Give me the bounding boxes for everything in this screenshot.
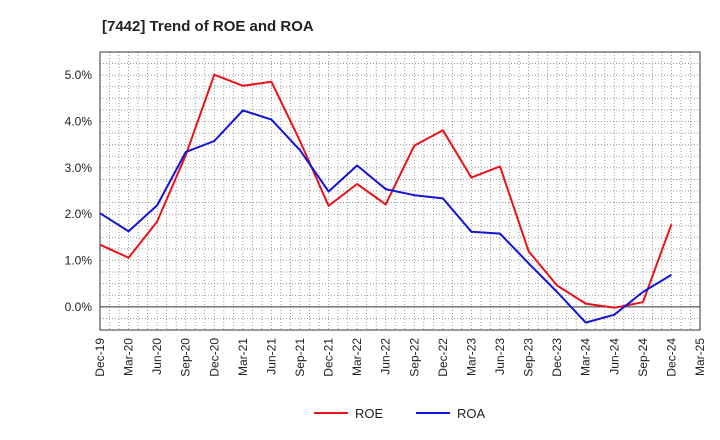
y-tick-label: 0.0%	[65, 300, 93, 314]
x-tick-label: Jun-21	[264, 338, 278, 375]
x-tick-label: Sep-24	[636, 338, 650, 377]
legend: ROE ROA	[314, 406, 486, 421]
x-tick-label: Mar-23	[464, 338, 478, 376]
x-tick-label: Mar-21	[236, 338, 250, 376]
series-line-roe	[99, 73, 673, 309]
series-line-roa	[99, 109, 672, 324]
x-tick-label: Dec-22	[436, 338, 450, 377]
plot-frame	[99, 51, 701, 331]
y-tick-label: 2.0%	[65, 207, 93, 221]
x-tick-label: Mar-22	[350, 338, 364, 376]
y-tick-label: 3.0%	[65, 161, 93, 175]
x-tick-label: Jun-22	[379, 338, 393, 375]
x-tick-label: Jun-23	[493, 338, 507, 375]
x-tick-label: Dec-24	[664, 338, 678, 377]
x-tick-label: Sep-20	[179, 338, 193, 377]
x-tick-label: Sep-23	[522, 338, 536, 377]
x-tick-label: Sep-22	[407, 338, 421, 377]
x-tick-label: Sep-21	[293, 338, 307, 377]
x-tick-label: Dec-20	[207, 338, 221, 377]
plot-area: 0.0% 1.0% 2.0% 3.0% 4.0% 5.0% Dec-19 Mar-20 Jun-…	[65, 51, 707, 377]
legend-label-roe: ROE	[355, 406, 384, 421]
x-tick-label: Dec-19	[93, 338, 107, 377]
y-tick-label: 4.0%	[65, 115, 93, 129]
x-tick-label: Mar-20	[122, 338, 136, 376]
x-tick-label: Mar-25	[693, 338, 707, 376]
legend-label-roa: ROA	[457, 406, 486, 421]
x-tick-label: Mar-24	[579, 338, 593, 376]
y-tick-label: 1.0%	[65, 254, 93, 268]
chart-title: [7442] Trend of ROE and ROA	[102, 18, 314, 35]
y-tick-label: 5.0%	[65, 68, 93, 82]
x-tick-label: Jun-20	[150, 338, 164, 375]
x-tick-label: Dec-23	[550, 338, 564, 377]
x-tick-label: Jun-24	[607, 338, 621, 375]
x-tick-label: Dec-21	[322, 338, 336, 377]
